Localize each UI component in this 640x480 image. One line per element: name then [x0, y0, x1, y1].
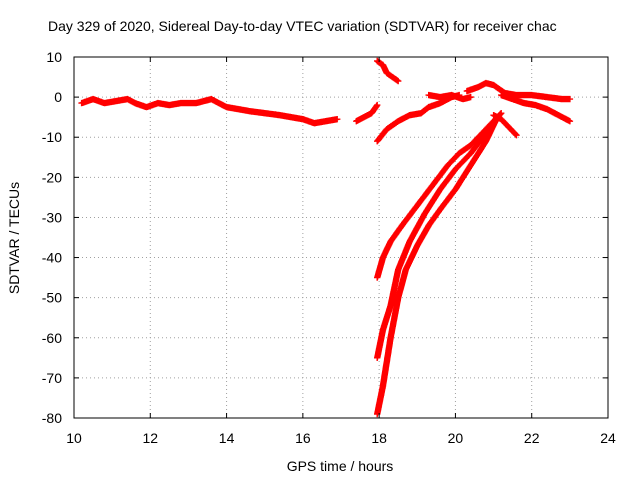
- series-arc-11: [374, 114, 501, 418]
- data-series: [78, 57, 574, 418]
- x-tick-label: 14: [219, 430, 235, 446]
- y-tick-label: -50: [42, 290, 62, 306]
- series-arc-1: [78, 95, 341, 127]
- y-tick-label: -60: [42, 330, 62, 346]
- grid: [74, 57, 608, 418]
- chart-title: Day 329 of 2020, Sidereal Day-to-day VTE…: [48, 18, 557, 34]
- series-arc-6: [463, 79, 574, 103]
- x-tick-label: 16: [295, 430, 311, 446]
- y-tick-label: 10: [46, 49, 62, 65]
- x-tick-label: 24: [600, 430, 616, 446]
- y-tick-label: -30: [42, 209, 62, 225]
- x-axis-label: GPS time / hours: [287, 458, 394, 474]
- y-tick-label: -40: [42, 250, 62, 266]
- y-tick-label: -20: [42, 169, 62, 185]
- series-arc-7: [498, 91, 574, 125]
- x-tick-label: 22: [524, 430, 540, 446]
- axis-ticks: 10 12 14 16 18 20 22 24 10 0 -10 -20 -30 -40 -50 -60 -70…: [42, 49, 616, 446]
- y-axis-label: SDTVAR / TECUs: [6, 182, 22, 294]
- x-tick-label: 20: [448, 430, 464, 446]
- x-tick-label: 18: [371, 430, 387, 446]
- series-arc-10: [374, 114, 501, 361]
- x-tick-label: 12: [142, 430, 158, 446]
- series-arc-2: [353, 101, 381, 125]
- series-arc-5: [425, 91, 474, 103]
- plot-frame: [73, 56, 609, 419]
- y-tick-label: -80: [42, 410, 62, 426]
- y-tick-label: 0: [54, 89, 62, 105]
- x-tick-label: 10: [66, 430, 82, 446]
- y-tick-label: -10: [42, 129, 62, 145]
- series-arc-3: [374, 57, 402, 85]
- y-tick-label: -70: [42, 370, 62, 386]
